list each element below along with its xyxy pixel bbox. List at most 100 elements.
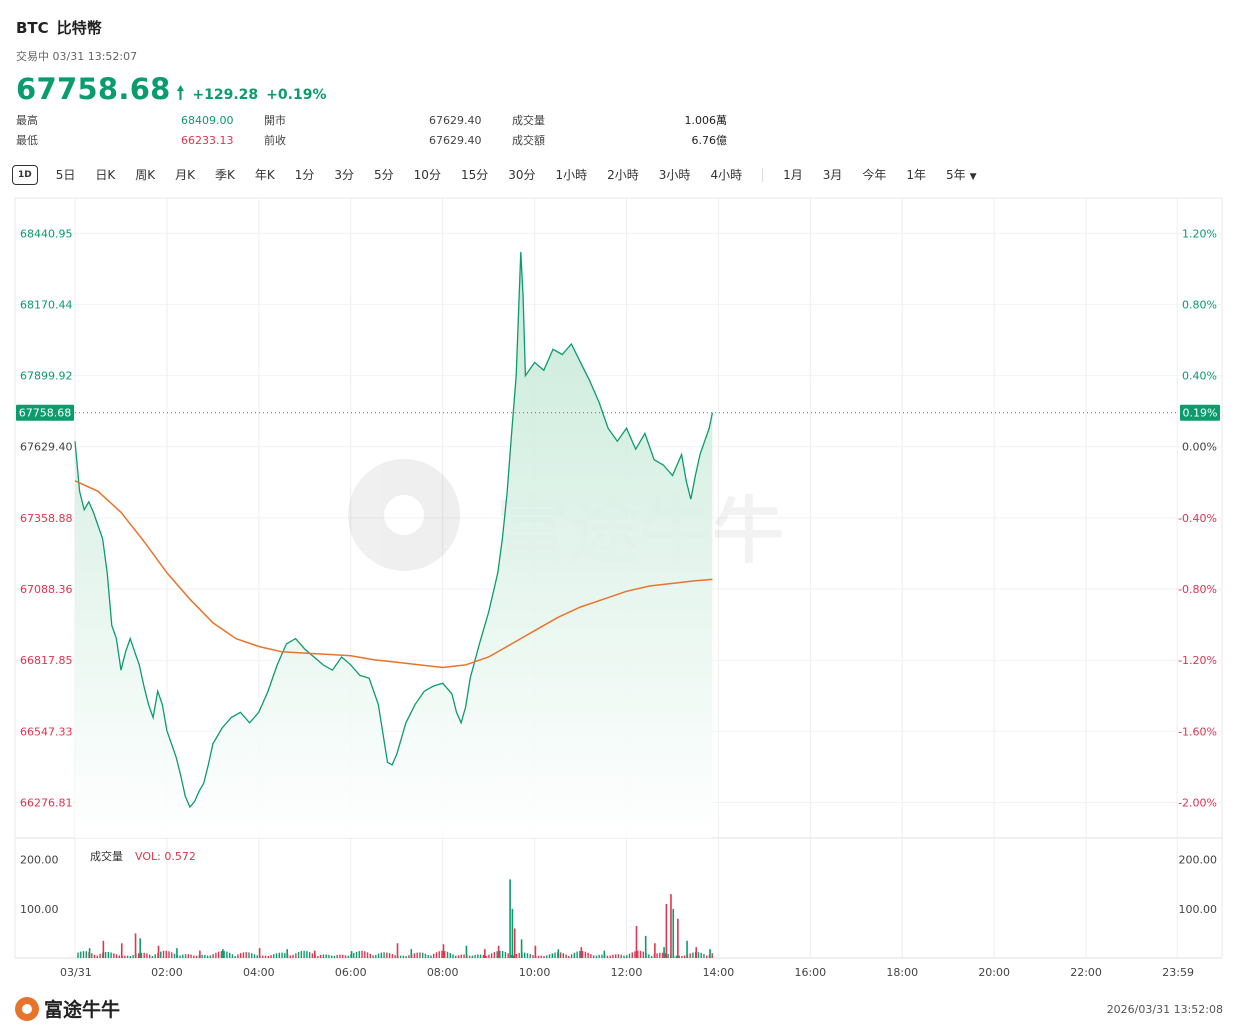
tab-1m[interactable]: 1月	[783, 168, 803, 182]
volume-bar	[308, 952, 311, 958]
average-line	[74, 480, 713, 669]
volume-bar	[677, 918, 679, 958]
volume-bar	[576, 951, 578, 958]
volume-bar	[615, 954, 617, 958]
volume-bar	[529, 954, 531, 958]
volume-bar	[143, 952, 145, 958]
left-axis-ticks: 68440.95 68170.44 67899.92 67629.40 67358.88…	[20, 227, 73, 809]
volume-bar	[325, 954, 327, 958]
volume-bar	[465, 945, 468, 958]
tab-1d[interactable]: 1D	[12, 165, 38, 185]
volume-bar	[421, 952, 424, 958]
volume-bar	[446, 951, 449, 958]
volume-bar	[678, 955, 680, 958]
volume-bar	[245, 952, 247, 958]
tab-3m[interactable]: 3月	[822, 168, 843, 182]
volume-bar	[275, 953, 278, 958]
right-tick-label: 0.00%	[1182, 441, 1217, 454]
stats-col-values-1: 68409.00 66233.13	[181, 113, 234, 153]
volume-bar	[96, 955, 99, 958]
tab-15min[interactable]: 15分	[460, 168, 489, 182]
price-line	[74, 251, 714, 809]
tab-weekly-k[interactable]: 周K	[135, 168, 156, 182]
volume-bar	[124, 955, 126, 958]
tab-10min[interactable]: 10分	[413, 168, 441, 182]
volume-tick-left: 100.00	[20, 903, 59, 916]
tab-4h[interactable]: 4小時	[710, 168, 743, 182]
volume-bar	[410, 949, 413, 958]
tab-yearly-k[interactable]: 年K	[254, 168, 275, 182]
volume-bar	[408, 955, 410, 958]
tab-monthly-k[interactable]: 月K	[175, 168, 195, 182]
volume-bar	[353, 953, 355, 958]
volume-bar	[670, 894, 672, 958]
volume-bar	[623, 955, 625, 958]
volume-bar	[609, 955, 611, 958]
volume-bar	[120, 943, 123, 958]
volume-bar	[204, 954, 206, 958]
volume-bar	[471, 955, 474, 958]
volume-bar	[215, 952, 217, 958]
tab-30min[interactable]: 30分	[508, 168, 536, 182]
volume-bar	[484, 949, 486, 958]
tab-1min[interactable]: 1分	[294, 168, 315, 182]
time-axis-ticks: 03/31 02:00 04:00 06:00 08:00 10:00 12:00 14:00…	[60, 966, 1194, 979]
volume-bar	[612, 954, 614, 958]
tab-ytd[interactable]: 今年	[862, 168, 887, 182]
volume-bar	[681, 955, 683, 958]
volume-bar	[482, 955, 485, 958]
right-tick-label: -1.60%	[1178, 725, 1217, 738]
volume-bar	[512, 955, 515, 958]
tab-5y[interactable]: 5年 ▼	[936, 164, 987, 186]
current-pct-badge	[1180, 404, 1220, 421]
volume-bar	[479, 954, 482, 958]
open-value: 67629.40	[429, 114, 482, 127]
tab-1h[interactable]: 1小時	[555, 168, 588, 182]
tab-5d[interactable]: 5日	[55, 168, 76, 182]
volume-bar	[160, 951, 162, 958]
volume-bar	[226, 951, 228, 958]
tab-quarterly-k[interactable]: 季K	[215, 168, 235, 182]
volume-bar	[391, 954, 394, 958]
left-tick-label: 67629.40	[20, 441, 73, 454]
open-label: 開市	[264, 114, 286, 127]
tab-3min[interactable]: 3分	[334, 168, 355, 182]
volume-bar	[548, 954, 551, 958]
volume-bar	[190, 954, 192, 958]
volume-bar	[631, 952, 633, 958]
current-pct-badge-text: 0.19%	[1183, 407, 1218, 420]
tab-1y[interactable]: 1年	[906, 168, 927, 182]
tab-5min[interactable]: 5分	[374, 168, 394, 182]
volume-bar	[441, 950, 443, 958]
price-area	[75, 251, 713, 838]
volume-bar	[330, 955, 333, 958]
volume-bar	[193, 955, 195, 958]
time-tick-label: 02:00	[151, 966, 183, 979]
volume-bar	[524, 952, 526, 958]
volume-bar	[358, 951, 360, 958]
volume-bar	[201, 954, 203, 958]
volume-bar	[113, 953, 115, 958]
volume-bar	[237, 954, 239, 958]
volume-bar	[546, 955, 548, 958]
volume-bar	[656, 953, 658, 958]
volume-bar	[663, 947, 665, 958]
amount-value: 6.76億	[691, 134, 728, 147]
volume-bar	[507, 953, 509, 958]
volume-bar	[683, 955, 686, 958]
volume-bar	[551, 953, 553, 958]
volume-bar	[91, 953, 93, 958]
volume-bar	[88, 948, 91, 958]
volume-bar	[581, 951, 584, 958]
volume-bar	[129, 955, 132, 958]
left-tick-label: 67088.36	[20, 583, 73, 596]
period-tabs: 1D 5日 日K 周K 月K 季K 年K 1分 3分 5分 10分 15分 30…	[12, 163, 987, 187]
tab-2h[interactable]: 2小時	[607, 168, 639, 182]
volume-bar	[85, 951, 87, 958]
volume-bar	[664, 953, 667, 958]
tab-3h[interactable]: 3小時	[658, 168, 691, 182]
volume-bar	[501, 951, 504, 958]
volume-bar	[587, 952, 589, 958]
tab-daily-k[interactable]: 日K	[95, 168, 116, 182]
brand-name: 富途牛牛	[44, 999, 121, 1021]
